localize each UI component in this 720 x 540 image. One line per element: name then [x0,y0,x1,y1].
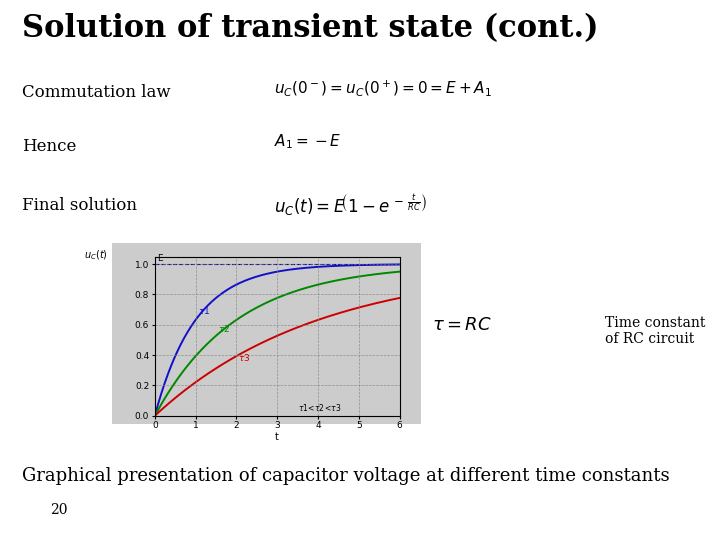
Text: 20: 20 [50,503,68,517]
Text: $u_C(0^-) = u_C(0^+) = 0 = E + A_1$: $u_C(0^-) = u_C(0^+) = 0 = E + A_1$ [274,78,492,98]
Text: $\tau = RC$: $\tau = RC$ [432,316,492,334]
Text: $u_C(t)$: $u_C(t)$ [84,248,108,262]
Text: $A_1 = -E$: $A_1 = -E$ [274,132,341,151]
Text: $\tau 3$: $\tau 3$ [238,352,251,363]
Text: Commutation law: Commutation law [22,84,170,100]
Bar [112,243,421,424]
Text: Time constant: Time constant [605,316,705,330]
X-axis label: t: t [275,432,279,442]
Text: of RC circuit: of RC circuit [605,332,694,346]
Text: $u_C(t) = E\!\left(1 - e^{\,-\,\frac{t}{RC}}\right)$: $u_C(t) = E\!\left(1 - e^{\,-\,\frac{t}{… [274,192,427,218]
Text: Final solution: Final solution [22,197,137,214]
Text: $\tau 1\!<\!\tau 2\!<\!\tau 3$: $\tau 1\!<\!\tau 2\!<\!\tau 3$ [297,402,341,413]
Text: $\tau 1$: $\tau 1$ [197,305,210,316]
Text: E: E [157,254,163,262]
Text: Graphical presentation of capacitor voltage at different time constants: Graphical presentation of capacitor volt… [22,467,669,485]
Text: Hence: Hence [22,138,76,154]
Text: Solution of transient state (cont.): Solution of transient state (cont.) [22,14,598,44]
Text: $\tau 2$: $\tau 2$ [218,323,230,334]
